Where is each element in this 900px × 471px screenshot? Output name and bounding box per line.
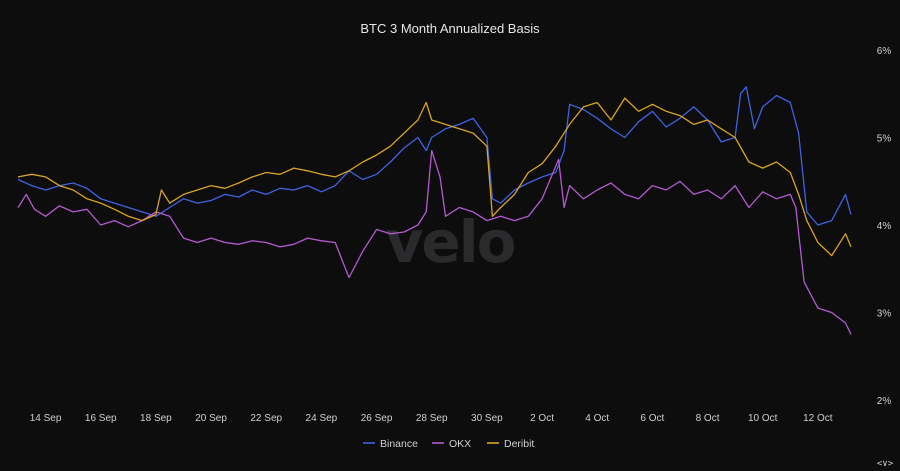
x-tick-label: 30 Sep — [471, 413, 503, 424]
y-tick-label: 5% — [877, 134, 892, 145]
y-tick-label: 3% — [877, 309, 892, 320]
legend: Binance OKX Deribit — [363, 438, 534, 450]
series-line-okx — [17, 149, 852, 335]
x-tick-label: 14 Sep — [30, 413, 62, 424]
legend-label: Binance — [380, 438, 418, 450]
legend-label: OKX — [449, 438, 471, 450]
x-tick-label: 10 Oct — [748, 413, 778, 424]
legend-item-binance[interactable]: Binance — [363, 438, 418, 450]
x-tick-label: 26 Sep — [361, 413, 393, 424]
watermark-logo: velo — [386, 208, 515, 276]
legend-item-deribit[interactable]: Deribit — [487, 438, 534, 450]
x-tick-label: 22 Sep — [250, 413, 282, 424]
x-tick-label: 20 Sep — [195, 413, 227, 424]
legend-item-okx[interactable]: OKX — [432, 438, 471, 450]
x-tick-label: 24 Sep — [306, 413, 338, 424]
x-tick-label: 6 Oct — [640, 413, 664, 424]
x-tick-label: 18 Sep — [140, 413, 172, 424]
y-tick-label: 6% — [877, 46, 892, 57]
series-line-deribit — [17, 97, 852, 257]
legend-label: Deribit — [504, 438, 534, 450]
y-tick-label: 4% — [877, 221, 892, 232]
x-tick-label: 2 Oct — [530, 413, 554, 424]
scroll-indicator-icon[interactable]: <∨> — [877, 459, 894, 469]
x-axis: 14 Sep 16 Sep 18 Sep 20 Sep 22 Sep 24 Sep 26 S… — [30, 413, 833, 424]
x-tick-label: 8 Oct — [696, 413, 720, 424]
x-tick-label: 4 Oct — [585, 413, 609, 424]
x-tick-label: 12 Oct — [803, 413, 833, 424]
x-tick-label: 28 Sep — [416, 413, 448, 424]
x-tick-label: 16 Sep — [85, 413, 117, 424]
chart-title: BTC 3 Month Annualized Basis — [360, 21, 540, 36]
series-lines — [17, 86, 852, 335]
y-axis: 2% 3% 4% 5% 6% — [877, 46, 892, 407]
series-line-binance — [17, 86, 852, 226]
y-tick-label: 2% — [877, 396, 892, 407]
